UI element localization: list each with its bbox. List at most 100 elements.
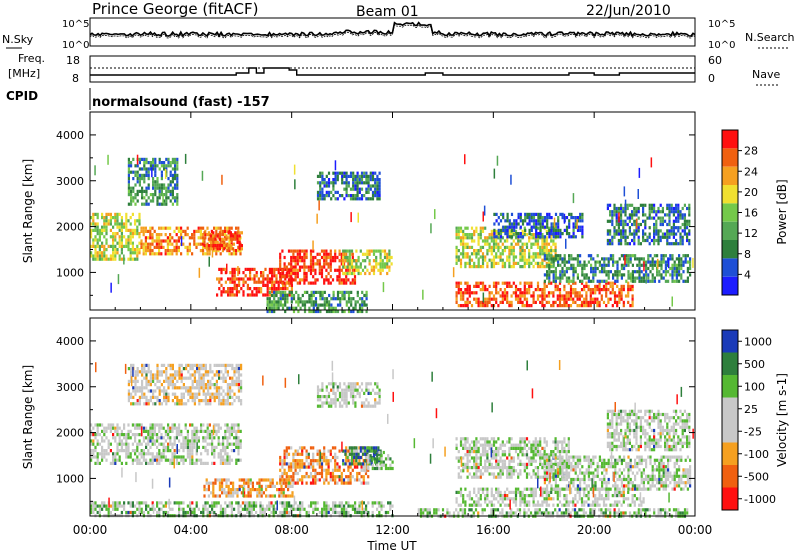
- data-cell: [585, 273, 588, 277]
- data-cell: [373, 466, 377, 471]
- data-cell: [134, 257, 137, 261]
- data-cell: [153, 239, 156, 243]
- data-cell: [631, 210, 634, 214]
- data-cell: [686, 270, 689, 274]
- data-cell: [459, 291, 463, 295]
- data-cell: [240, 244, 243, 248]
- data-cell: [462, 239, 465, 243]
- data-cell: [383, 252, 387, 256]
- data-cell: [532, 294, 535, 298]
- data-cell: [375, 262, 378, 266]
- data-cell: [689, 263, 692, 267]
- data-cell: [109, 216, 112, 220]
- data-cell: [231, 287, 234, 291]
- data-cell: [154, 170, 157, 174]
- data-cell: [171, 429, 174, 433]
- data-cell: [98, 235, 101, 239]
- data-cell: [581, 219, 584, 223]
- data-cell: [138, 180, 141, 184]
- data-cell: [224, 452, 227, 456]
- data-cell: [464, 245, 467, 249]
- data-cell: [260, 271, 263, 275]
- data-cell: [177, 239, 180, 243]
- data-cell: [683, 219, 686, 223]
- data-cell: [294, 262, 297, 266]
- data-cell: [678, 257, 681, 261]
- data-cell: [499, 228, 503, 232]
- data-cell: [680, 266, 683, 271]
- data-cell: [627, 288, 630, 292]
- data-cell: [354, 187, 357, 191]
- data-cell: [167, 186, 170, 190]
- data-cell: [590, 279, 593, 283]
- data-cell: [462, 229, 465, 233]
- data-cell: [360, 181, 364, 185]
- data-cell: [320, 462, 324, 466]
- data-cell: [158, 423, 161, 427]
- data-cell: [611, 238, 614, 243]
- data-cell: [212, 244, 215, 248]
- data-cell: [321, 197, 324, 201]
- data-cell: [222, 402, 225, 406]
- data-cell: [156, 180, 159, 184]
- data-cell: [184, 458, 187, 462]
- data-cell: [130, 392, 133, 396]
- data-cell: [303, 281, 306, 285]
- data-cell: [637, 226, 640, 230]
- data-cell: [554, 225, 558, 229]
- data-cell: [635, 229, 638, 233]
- data-cell: [344, 255, 347, 260]
- data-cell: [587, 276, 590, 280]
- data-cell: [204, 461, 207, 465]
- data-cell: [623, 273, 626, 277]
- data-cell: [345, 481, 348, 485]
- data-cell: [462, 304, 465, 308]
- data-cell: [583, 284, 586, 288]
- data-cell: [288, 290, 291, 294]
- data-cell: [229, 402, 232, 406]
- data-cell: [616, 304, 619, 308]
- data-cell: [294, 459, 297, 463]
- data-cell: [528, 261, 531, 265]
- data-cell: [164, 249, 167, 253]
- data-cell: [285, 275, 288, 279]
- data-cell: [163, 183, 166, 187]
- data-cell: [152, 177, 155, 181]
- data-cell: [166, 245, 169, 249]
- data-cell: [234, 491, 237, 495]
- data-cell: [323, 259, 326, 263]
- data-cell: [307, 455, 310, 460]
- data-cell: [329, 275, 332, 279]
- data-cell: [488, 242, 491, 246]
- data-cell: [679, 235, 682, 239]
- data-cell: [512, 239, 515, 243]
- data-cell: [338, 278, 341, 282]
- freq-tick-left-top: 18: [66, 54, 80, 67]
- data-cell: [616, 270, 619, 274]
- data-cell: [134, 449, 137, 453]
- data-cell: [127, 167, 130, 171]
- data-cell: [92, 433, 95, 437]
- data-cell: [153, 442, 156, 446]
- data-cell: [180, 442, 183, 446]
- data-cell: [519, 212, 522, 216]
- data-cell: [140, 449, 143, 453]
- data-cell: [659, 222, 662, 227]
- data-cell: [156, 423, 159, 427]
- data-cell: [631, 276, 634, 280]
- data-cell: [514, 284, 518, 288]
- noise-search-trace: [89, 23, 696, 39]
- data-cell: [477, 249, 480, 253]
- data-cell: [594, 288, 597, 292]
- data-cell: [233, 423, 236, 427]
- data-cell: [220, 271, 223, 275]
- data-cell: [305, 271, 308, 276]
- data-cell: [101, 455, 104, 459]
- data-cell: [530, 233, 533, 237]
- data-cell: [579, 216, 582, 220]
- data-cell: [638, 279, 641, 283]
- data-streak: [510, 174, 512, 185]
- data-cell: [631, 300, 634, 304]
- data-cell: [594, 291, 597, 295]
